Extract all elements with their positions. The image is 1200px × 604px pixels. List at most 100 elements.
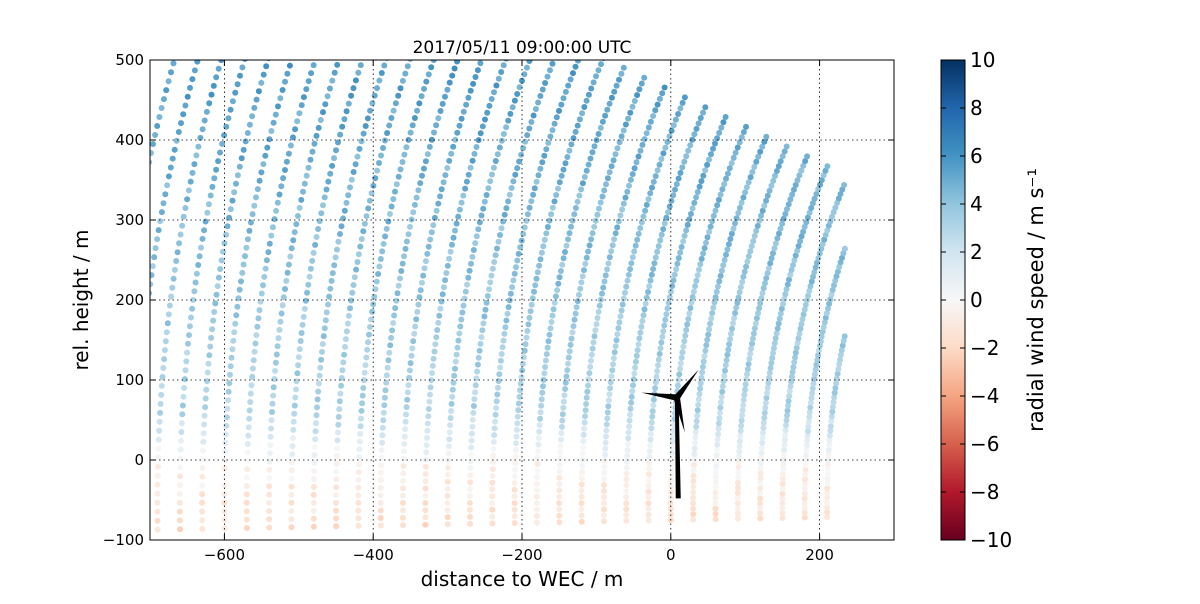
scatter-point	[457, 323, 464, 330]
scatter-point	[759, 290, 766, 297]
scatter-point	[407, 129, 414, 136]
scatter-point	[431, 214, 438, 221]
scatter-point	[706, 326, 713, 333]
scatter-point	[773, 330, 780, 337]
scatter-point	[713, 457, 720, 464]
scatter-point	[668, 472, 675, 479]
scatter-point	[157, 409, 164, 416]
scatter-point	[716, 415, 723, 422]
scatter-point	[535, 435, 542, 442]
scatter-point	[792, 354, 798, 361]
scatter-point	[818, 177, 825, 184]
scatter-point	[548, 211, 555, 218]
scatter-point	[728, 230, 735, 237]
scatter-point	[229, 197, 236, 204]
scatter-point	[654, 248, 661, 255]
scatter-point	[500, 337, 507, 344]
scatter-point	[361, 377, 367, 384]
y-axis-label: rel. height / m	[69, 229, 93, 370]
scatter-point	[199, 473, 206, 480]
scatter-point	[178, 420, 185, 427]
scatter-point	[576, 192, 583, 199]
scatter-point	[839, 186, 846, 193]
scatter-point	[161, 347, 168, 354]
scatter-point	[433, 122, 440, 129]
scatter-point	[343, 108, 350, 115]
scatter-point	[282, 167, 288, 173]
scatter-point	[227, 106, 234, 113]
scatter-point	[761, 202, 768, 209]
scatter-point	[641, 306, 648, 313]
scatter-point	[638, 80, 645, 87]
scatter-point	[826, 442, 833, 449]
scatter-point	[574, 122, 581, 129]
scatter-point	[641, 136, 648, 143]
scatter-point	[810, 380, 817, 387]
scatter-point	[829, 404, 836, 410]
scatter-point	[295, 362, 302, 369]
scatter-point	[650, 402, 657, 409]
scatter-point	[383, 372, 390, 379]
scatter-point	[800, 162, 807, 169]
scatter-point	[585, 376, 592, 383]
scatter-point	[422, 471, 429, 477]
colorbar-tick-label: −4	[970, 384, 999, 408]
scatter-point	[533, 506, 540, 513]
scatter-point	[805, 292, 812, 299]
scatter-point	[692, 429, 699, 436]
scatter-point	[763, 133, 770, 140]
scatter-point	[255, 88, 262, 95]
scatter-point	[830, 399, 837, 406]
scatter-point	[596, 302, 603, 309]
scatter-point	[735, 479, 741, 486]
scatter-point	[162, 191, 169, 198]
scatter-point	[623, 470, 630, 477]
scatter-point	[238, 278, 244, 285]
scatter-point	[215, 65, 222, 72]
scatter-point	[828, 291, 835, 298]
scatter-point	[292, 394, 299, 401]
scatter-point	[165, 173, 172, 180]
scatter-point	[591, 223, 598, 230]
scatter-point	[579, 110, 586, 117]
scatter-point	[693, 277, 700, 284]
scatter-point	[569, 329, 576, 336]
scatter-point	[204, 369, 211, 376]
scatter-point	[627, 405, 634, 412]
scatter-point	[645, 505, 652, 512]
scatter-point	[739, 412, 746, 419]
scatter-point	[601, 518, 607, 525]
scatter-point	[333, 468, 340, 475]
scatter-point	[313, 420, 319, 427]
scatter-point	[404, 396, 411, 403]
scatter-point	[570, 135, 577, 142]
scatter-point	[556, 462, 563, 468]
scatter-point	[802, 471, 809, 478]
scatter-point	[603, 433, 609, 440]
scatter-point	[570, 70, 576, 77]
scatter-point	[356, 145, 363, 152]
scatter-point	[168, 69, 174, 76]
colorbar-tick-label: 8	[970, 96, 983, 120]
scatter-point	[624, 277, 631, 284]
scatter-point	[715, 196, 722, 203]
scatter-point	[318, 210, 325, 217]
scatter-point	[253, 96, 260, 103]
scatter-point	[561, 392, 568, 399]
scatter-point	[761, 414, 768, 421]
scatter-point	[453, 220, 460, 227]
scatter-point	[637, 329, 644, 336]
scatter-point	[544, 224, 551, 230]
scatter-point	[415, 187, 422, 194]
scatter-point	[229, 346, 236, 353]
scatter-point	[538, 249, 545, 256]
scatter-point	[422, 158, 429, 165]
scatter-point	[194, 60, 201, 65]
scatter-point	[513, 264, 519, 271]
scatter-point	[719, 186, 726, 193]
scatter-point	[817, 181, 823, 188]
scatter-point	[828, 413, 835, 420]
scatter-point	[822, 314, 829, 321]
scatter-point	[378, 447, 385, 454]
scatter-point	[224, 405, 231, 412]
